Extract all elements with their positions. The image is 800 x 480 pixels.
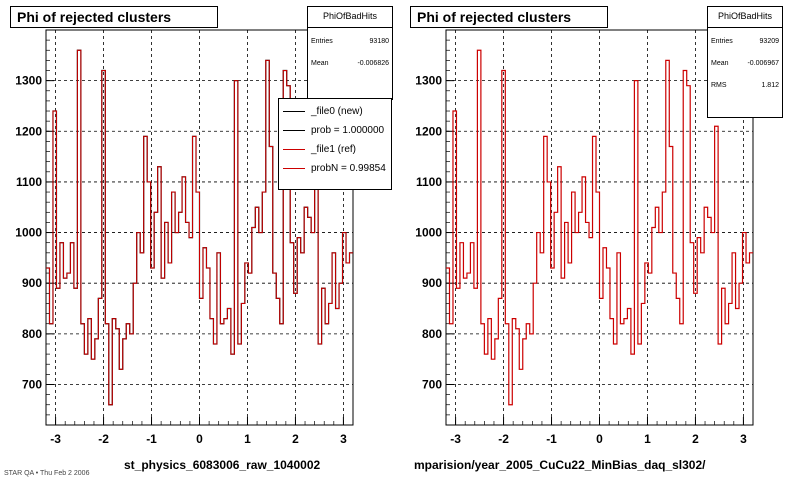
- legend-item-ref: _file1 (ref): [279, 140, 391, 159]
- legend-label: _file1 (ref): [311, 144, 357, 155]
- legend-swatch: [283, 149, 305, 150]
- stats-title: PhiOfBadHits: [308, 7, 392, 28]
- stats-value: 1.812: [761, 82, 779, 89]
- x-tick-label: -1: [546, 432, 557, 446]
- y-tick-label: 800: [22, 327, 42, 341]
- legend-item-prob: prob = 1.000000: [279, 121, 391, 140]
- x-tick-label: 0: [596, 432, 603, 446]
- y-tick-label: 700: [22, 377, 42, 391]
- legend-swatch: [283, 130, 305, 131]
- y-tick-label: 1100: [416, 175, 442, 189]
- stats-label: Entries: [311, 38, 333, 45]
- x-tick-label: 3: [740, 432, 747, 446]
- stats-box-left: PhiOfBadHits Entries 93180 Mean -0.006826: [307, 6, 393, 100]
- stats-label: Mean: [711, 60, 729, 67]
- y-tick-label: 900: [22, 276, 42, 290]
- legend-item-new: _file0 (new): [279, 102, 391, 121]
- y-tick-label: 900: [422, 276, 442, 290]
- stats-value: -0.006967: [747, 60, 779, 67]
- x-tick-label: 3: [340, 432, 347, 446]
- stats-value: -0.006826: [357, 60, 389, 67]
- chart-panel-left: -3 -2 -1 0 1 2 3 700 800 900 1000 1100 1200 1300: [15, 29, 354, 446]
- x-tick-label: 1: [244, 432, 251, 446]
- stats-box-right: PhiOfBadHits Entries 93209 Mean -0.006967 …: [707, 6, 783, 118]
- histogram-series: [46, 49, 353, 406]
- legend-swatch: [283, 168, 305, 169]
- y-tick-label: 1100: [16, 175, 42, 189]
- chart-title-right: Phi of rejected clusters: [410, 6, 608, 28]
- legend-label: prob = 1.000000: [311, 125, 385, 136]
- chart-title-left: Phi of rejected clusters: [10, 6, 218, 28]
- y-tick-label: 1000: [15, 226, 42, 240]
- y-tick-label: 1200: [415, 124, 442, 138]
- x-tick-label: 2: [292, 432, 299, 446]
- x-axis-label-left: st_physics_6083006_raw_1040002: [124, 458, 321, 472]
- stats-title: PhiOfBadHits: [708, 7, 782, 28]
- chart-panel-right: -3 -2 -1 0 1 2 3 700 800 900 1000 1100 1200 1300: [415, 29, 754, 446]
- x-tick-label: 0: [196, 432, 203, 446]
- x-axis-label-right: mparision/year_2005_CuCu22_MinBias_daq_s…: [414, 458, 706, 472]
- stats-label: Entries: [711, 38, 733, 45]
- y-tick-label: 700: [422, 377, 442, 391]
- stats-value: 93180: [369, 38, 389, 45]
- x-tick-label: -3: [450, 432, 461, 446]
- legend-item-probn: probN = 0.99854: [279, 159, 391, 178]
- x-tick-label: -3: [50, 432, 61, 446]
- x-tick-label: 1: [644, 432, 651, 446]
- x-tick-label: -1: [146, 432, 157, 446]
- stats-value: 93209: [759, 38, 779, 45]
- footer-text: STAR QA • Thu Feb 2 2006: [4, 470, 90, 477]
- y-tick-label: 800: [422, 327, 442, 341]
- x-tick-label: -2: [498, 432, 509, 446]
- x-tick-label: 2: [692, 432, 699, 446]
- stats-label: RMS: [711, 82, 727, 89]
- legend-swatch: [283, 111, 305, 112]
- x-tick-label: -2: [98, 432, 109, 446]
- y-tick-label: 1200: [15, 124, 42, 138]
- stats-label: Mean: [311, 60, 329, 67]
- y-tick-label: 1300: [15, 74, 42, 88]
- legend-label: _file0 (new): [311, 106, 363, 117]
- legend: _file0 (new) prob = 1.000000 _file1 (ref…: [278, 98, 392, 190]
- legend-label: probN = 0.99854: [311, 163, 386, 174]
- histogram-series: [446, 49, 753, 406]
- y-tick-label: 1000: [415, 226, 442, 240]
- y-tick-label: 1300: [415, 74, 442, 88]
